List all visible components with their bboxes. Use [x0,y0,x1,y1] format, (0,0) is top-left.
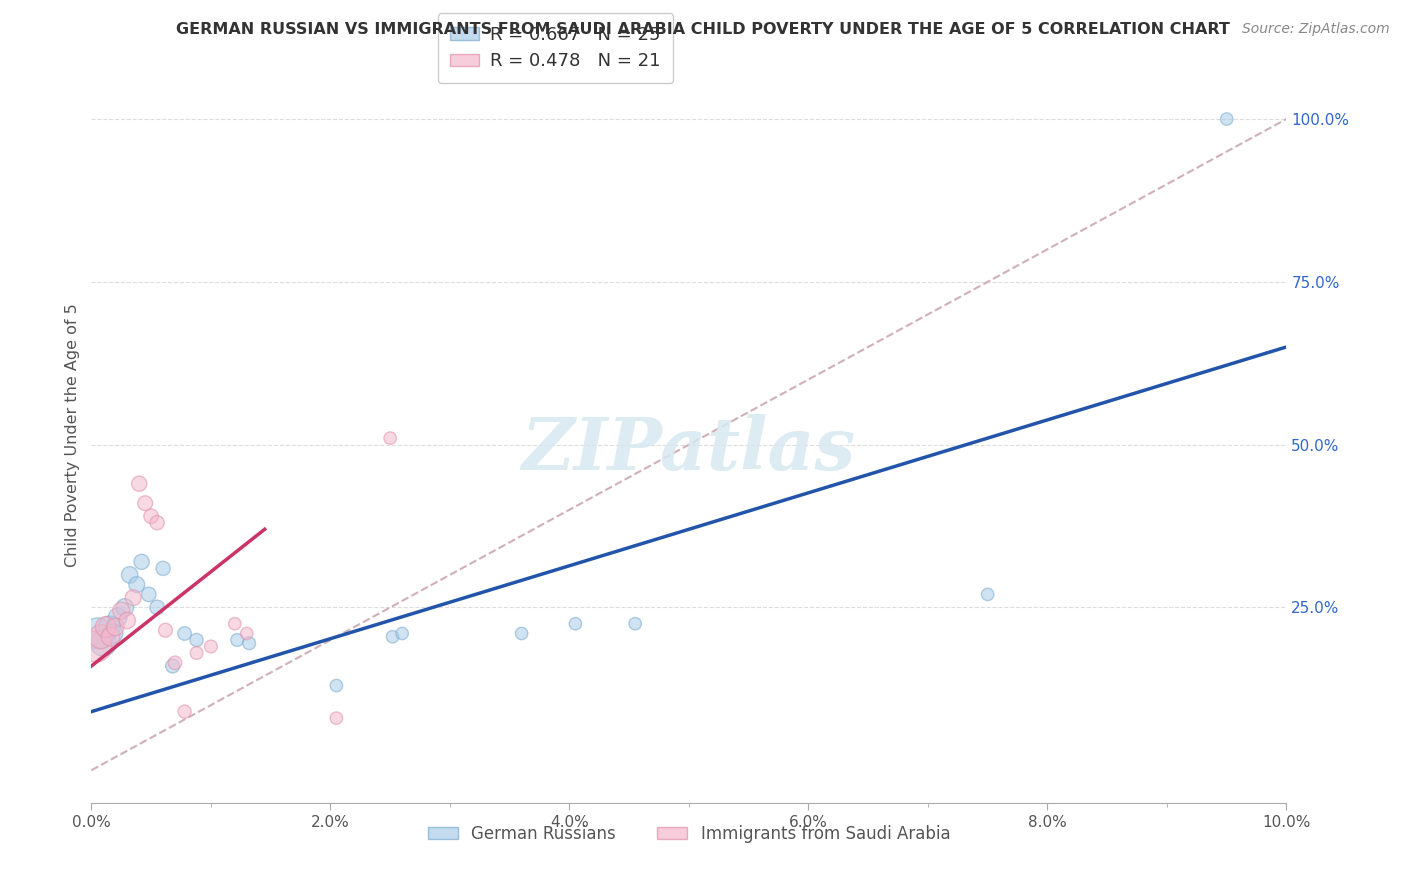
Point [138,587,160,601]
Point [146,516,169,530]
Text: ZIPatlas: ZIPatlas [522,414,856,485]
Point [131,555,153,569]
Point [146,600,169,615]
Point [162,659,184,673]
Point [186,646,208,660]
Point [118,567,141,582]
Point [125,577,148,591]
Point [238,636,260,650]
Point [134,496,156,510]
Point [94,620,117,634]
Point [564,616,586,631]
Point [84,640,107,654]
Point [115,614,138,628]
Point [976,587,998,601]
Point [100,630,122,644]
Point [98,620,121,634]
Point [101,626,124,640]
Point [624,616,647,631]
Point [378,431,402,445]
Point [122,591,145,605]
Point [173,705,195,719]
Point [200,640,222,654]
Point [510,626,533,640]
Point [155,624,177,638]
Point [224,616,246,631]
Point [226,632,249,647]
Legend: German Russians, Immigrants from Saudi Arabia: German Russians, Immigrants from Saudi A… [420,818,957,850]
Text: Source: ZipAtlas.com: Source: ZipAtlas.com [1241,22,1389,37]
Point [141,509,162,524]
Point [325,679,347,693]
Point [128,476,150,491]
Point [107,610,129,624]
Point [235,626,259,640]
Point [104,620,127,634]
Point [173,626,195,640]
Point [163,656,186,670]
Point [114,600,136,615]
Point [186,632,208,647]
Point [381,630,404,644]
Text: GERMAN RUSSIAN VS IMMIGRANTS FROM SAUDI ARABIA CHILD POVERTY UNDER THE AGE OF 5 : GERMAN RUSSIAN VS IMMIGRANTS FROM SAUDI … [176,22,1230,37]
Point [152,561,174,575]
Point [86,626,108,640]
Point [90,630,112,644]
Point [391,626,413,640]
Point [1215,112,1237,126]
Point [110,604,132,618]
Point [325,711,347,725]
Y-axis label: Child Poverty Under the Age of 5: Child Poverty Under the Age of 5 [65,303,80,566]
Point [93,636,115,650]
